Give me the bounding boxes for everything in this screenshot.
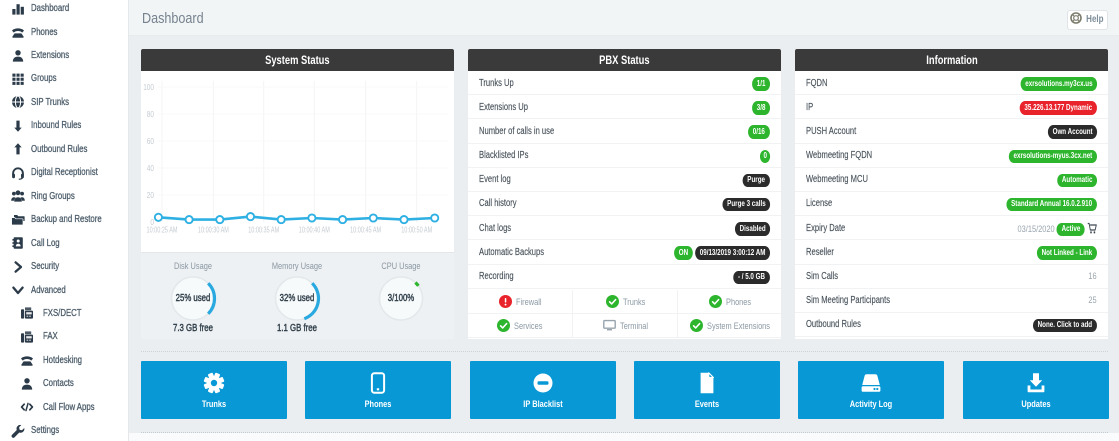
svg-text:10:00:30 AM: 10:00:30 AM — [198, 226, 229, 235]
svg-text:60: 60 — [147, 137, 155, 146]
svg-text:0: 0 — [150, 218, 154, 227]
svg-text:10:00:50 AM: 10:00:50 AM — [401, 226, 432, 235]
svg-text:10:00:45 AM: 10:00:45 AM — [350, 226, 381, 235]
svg-text:10:00:40 AM: 10:00:40 AM — [299, 226, 330, 235]
svg-text:80: 80 — [147, 110, 155, 119]
svg-text:10:00:25 AM: 10:00:25 AM — [147, 226, 178, 235]
svg-text:10:00:35 AM: 10:00:35 AM — [248, 226, 279, 235]
svg-text:20: 20 — [147, 191, 155, 200]
svg-text:40: 40 — [147, 164, 155, 173]
svg-text:100: 100 — [143, 83, 154, 92]
